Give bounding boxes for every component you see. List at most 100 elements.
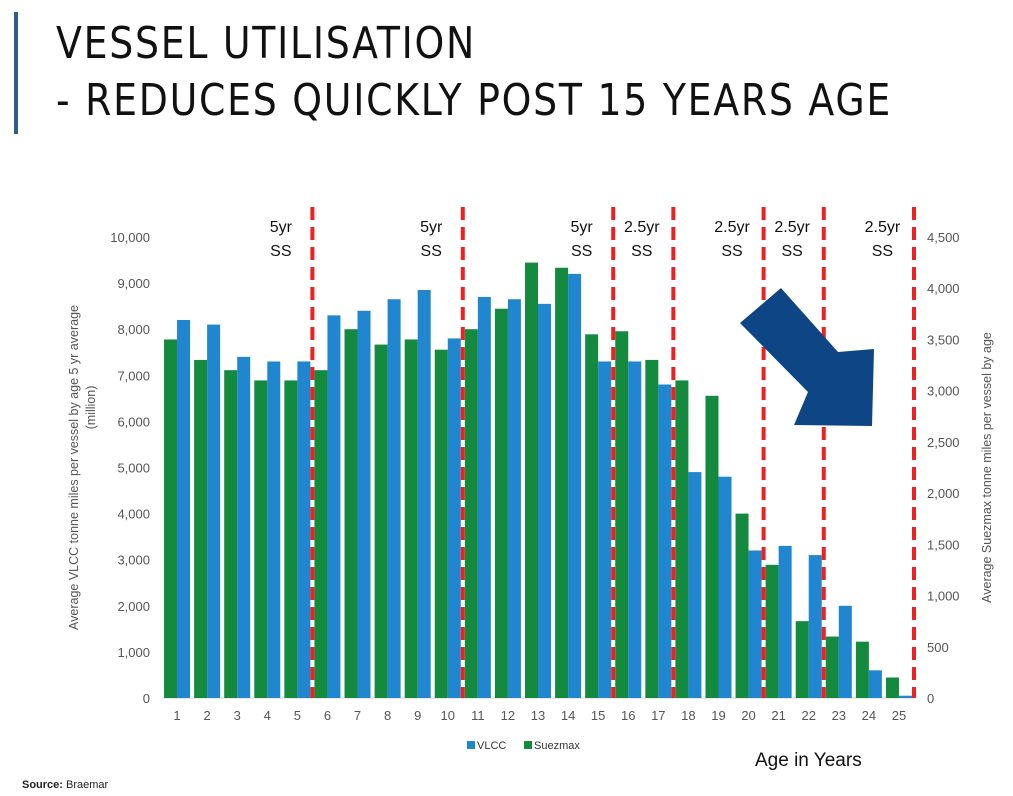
bar-suezmax bbox=[765, 564, 779, 698]
bar-vlcc bbox=[628, 361, 642, 698]
slide-title-line2: - REDUCES QUICKLY POST 15 YEARS AGE bbox=[56, 75, 893, 126]
bar-suezmax bbox=[344, 329, 358, 698]
survey-marker-label: 2.5yr bbox=[714, 219, 750, 236]
y-left-tick-label: 7,000 bbox=[117, 368, 150, 383]
bar-vlcc bbox=[207, 324, 221, 698]
bar-suezmax bbox=[314, 370, 328, 698]
bar-vlcc bbox=[177, 319, 191, 698]
bar-suezmax bbox=[284, 380, 298, 698]
source-label: Source: bbox=[22, 779, 63, 791]
bar-vlcc bbox=[718, 476, 732, 698]
x-tick-label: 14 bbox=[561, 708, 575, 723]
bar-vlcc bbox=[297, 361, 311, 698]
y-axis-right-title: Average Suezmax tonne miles per vessel b… bbox=[980, 332, 994, 603]
x-tick-label: 13 bbox=[531, 708, 545, 723]
x-tick-label: 22 bbox=[801, 708, 815, 723]
y-left-tick-label: 2,000 bbox=[117, 599, 150, 614]
bar-suezmax bbox=[795, 621, 809, 698]
bar-vlcc bbox=[477, 296, 491, 698]
x-tick-label: 4 bbox=[264, 708, 271, 723]
y-right-tick-label: 0 bbox=[927, 691, 934, 706]
x-tick-label: 20 bbox=[741, 708, 755, 723]
y-right-tick-label: 2,500 bbox=[927, 435, 960, 450]
bar-suezmax bbox=[645, 359, 659, 698]
x-tick-label: 21 bbox=[771, 708, 785, 723]
trend-arrow-icon bbox=[740, 288, 874, 426]
bar-vlcc bbox=[357, 310, 371, 698]
bar-suezmax bbox=[434, 349, 448, 698]
survey-marker-label-ss: SS bbox=[631, 243, 652, 260]
bar-suezmax bbox=[404, 339, 418, 698]
bar-suezmax bbox=[825, 636, 839, 698]
bar-suezmax bbox=[374, 344, 388, 698]
bar-vlcc bbox=[237, 356, 251, 698]
x-tick-label: 12 bbox=[501, 708, 515, 723]
x-tick-label: 10 bbox=[441, 708, 455, 723]
bar-vlcc bbox=[898, 695, 912, 698]
legend-label: VLCC bbox=[477, 740, 506, 752]
x-tick-label: 1 bbox=[173, 708, 180, 723]
bar-suezmax bbox=[585, 334, 599, 698]
source-value: Braemar bbox=[66, 779, 109, 791]
y-left-tick-label: 9,000 bbox=[117, 276, 150, 291]
x-tick-label: 6 bbox=[324, 708, 331, 723]
bar-vlcc bbox=[808, 555, 822, 698]
legend-swatch bbox=[524, 741, 532, 749]
survey-marker-label-ss: SS bbox=[721, 243, 742, 260]
bar-vlcc bbox=[598, 361, 612, 698]
survey-marker-label: 5yr bbox=[270, 219, 293, 236]
bar-vlcc bbox=[417, 290, 431, 698]
x-axis-title: Age in Years bbox=[755, 750, 862, 771]
bar-suezmax bbox=[615, 331, 629, 698]
survey-marker-label-ss: SS bbox=[571, 243, 592, 260]
survey-marker-label-ss: SS bbox=[421, 243, 442, 260]
x-tick-label: 7 bbox=[354, 708, 361, 723]
x-tick-label: 23 bbox=[832, 708, 846, 723]
bar-suezmax bbox=[464, 329, 478, 698]
x-tick-label: 25 bbox=[892, 708, 906, 723]
y-right-tick-label: 4,000 bbox=[927, 281, 960, 296]
bar-suezmax bbox=[735, 513, 749, 698]
legend-label: Suezmax bbox=[534, 740, 580, 752]
y-left-tick-label: 10,000 bbox=[110, 230, 150, 245]
y-right-tick-label: 2,000 bbox=[927, 486, 960, 501]
x-tick-label: 9 bbox=[414, 708, 421, 723]
bar-suezmax bbox=[224, 370, 238, 698]
survey-marker-label: 5yr bbox=[570, 219, 593, 236]
slide-title-line1: VESSEL UTILISATION bbox=[56, 18, 477, 69]
x-tick-label: 11 bbox=[471, 708, 485, 723]
y-left-tick-label: 3,000 bbox=[117, 553, 150, 568]
bar-vlcc bbox=[658, 384, 672, 698]
bar-suezmax bbox=[525, 262, 538, 698]
x-tick-label: 16 bbox=[621, 708, 635, 723]
source-note: Source: Braemar bbox=[22, 779, 108, 791]
x-tick-label: 2 bbox=[204, 708, 211, 723]
y-right-tick-label: 4,500 bbox=[927, 230, 960, 245]
bar-vlcc bbox=[838, 605, 852, 698]
y-left-tick-label: 8,000 bbox=[117, 322, 150, 337]
y-right-tick-label: 1,500 bbox=[927, 537, 960, 552]
y-right-tick-label: 3,000 bbox=[927, 384, 960, 399]
bar-vlcc bbox=[507, 299, 521, 698]
survey-marker-label: 5yr bbox=[420, 219, 443, 236]
y-right-tick-label: 1,000 bbox=[927, 589, 960, 604]
survey-marker-label: 2.5yr bbox=[865, 219, 901, 236]
bar-vlcc bbox=[778, 545, 792, 698]
x-tick-label: 8 bbox=[384, 708, 391, 723]
bar-suezmax bbox=[494, 308, 508, 698]
bar-vlcc bbox=[267, 361, 281, 698]
y-axis-left-title-unit: (million) bbox=[84, 386, 98, 430]
bar-vlcc bbox=[387, 299, 401, 698]
x-tick-label: 19 bbox=[711, 708, 725, 723]
bar-suezmax bbox=[705, 395, 719, 698]
bar-vlcc bbox=[447, 338, 461, 698]
bar-vlcc bbox=[868, 670, 882, 698]
x-tick-label: 18 bbox=[681, 708, 695, 723]
bar-suezmax bbox=[254, 380, 268, 698]
x-tick-label: 3 bbox=[234, 708, 241, 723]
y-left-tick-label: 5,000 bbox=[117, 461, 150, 476]
bar-suezmax bbox=[194, 359, 208, 698]
survey-marker-label-ss: SS bbox=[872, 243, 893, 260]
x-tick-label: 15 bbox=[591, 708, 605, 723]
